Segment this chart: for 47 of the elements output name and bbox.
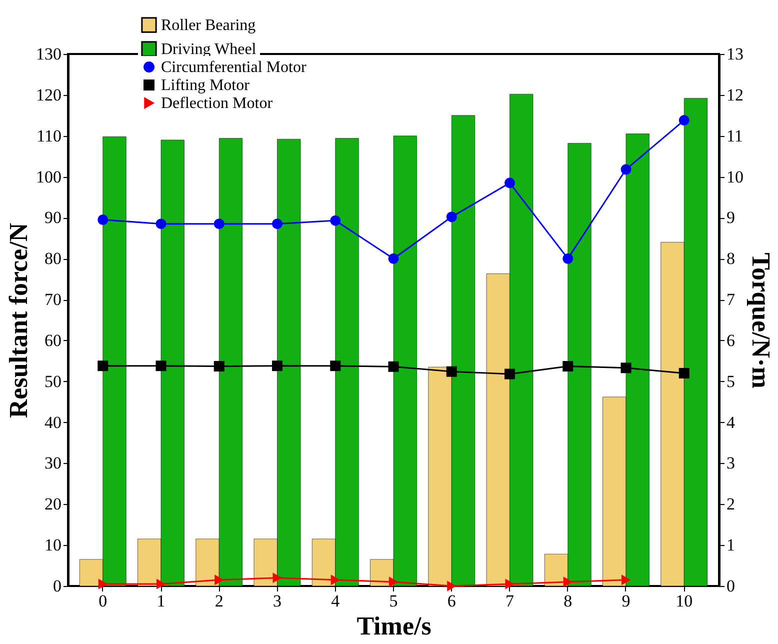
- legend-label: Circumferential Motor: [161, 59, 307, 76]
- y-tick-label: 90: [44, 208, 62, 228]
- x-tick-label: 9: [622, 592, 630, 610]
- legend-label: Driving Wheel: [161, 41, 257, 58]
- x-tick-label: 3: [273, 592, 282, 610]
- x-tick-label: 10: [676, 592, 693, 610]
- y2-tick-label: 7: [726, 290, 736, 310]
- y2-tick-label: 2: [726, 494, 735, 514]
- y2-tick-label: 1: [726, 536, 735, 555]
- y2-tick-label: 8: [726, 249, 735, 268]
- y2-tick-label: 5: [726, 372, 735, 391]
- y-tick-label: 0: [53, 576, 62, 596]
- y2-tick-label: 13: [726, 44, 744, 64]
- y2-axis-title: Torque/N·m: [746, 252, 776, 389]
- y-tick-label: 110: [36, 126, 62, 146]
- y2-tick-label: 12: [726, 85, 744, 104]
- y2-tick-label: 9: [726, 208, 735, 228]
- x-tick-label: 2: [214, 592, 224, 610]
- y-tick-label: 50: [44, 372, 62, 391]
- y2-tick-label: 0: [726, 576, 735, 596]
- x-tick-label: 4: [331, 592, 340, 610]
- y-tick-label: 100: [36, 167, 62, 186]
- y2-tick-label: 11: [726, 126, 743, 146]
- y-tick-label: 10: [44, 536, 62, 555]
- y-tick-label: 80: [44, 249, 62, 268]
- y-tick-label: 40: [44, 412, 62, 432]
- y2-tick-label: 3: [726, 454, 735, 473]
- y2-tick-label: 10: [726, 167, 744, 186]
- x-tick-label: 5: [389, 592, 398, 610]
- legend-label: Roller Bearing: [161, 17, 256, 34]
- y-tick-label: 20: [44, 494, 62, 514]
- y-tick-label: 30: [44, 454, 62, 473]
- x-tick-label: 6: [447, 592, 456, 610]
- y-tick-label: 120: [36, 85, 62, 104]
- y-tick-label: 70: [44, 290, 62, 310]
- y2-tick-label: 4: [726, 412, 736, 432]
- y-tick-label: 60: [44, 330, 62, 350]
- legend-label: Lifting Motor: [161, 77, 250, 94]
- y2-tick-label: 6: [726, 330, 735, 350]
- x-axis-title: Time/s: [356, 612, 432, 640]
- x-tick-label: 1: [156, 592, 166, 610]
- x-tick-label: 0: [98, 592, 108, 610]
- legend-label: Deflection Motor: [161, 95, 274, 112]
- x-tick-label: 7: [506, 592, 514, 610]
- y-axis-title: Resultant force/N: [4, 222, 33, 418]
- x-tick-label: 8: [564, 592, 572, 610]
- y-tick-label: 130: [36, 44, 62, 64]
